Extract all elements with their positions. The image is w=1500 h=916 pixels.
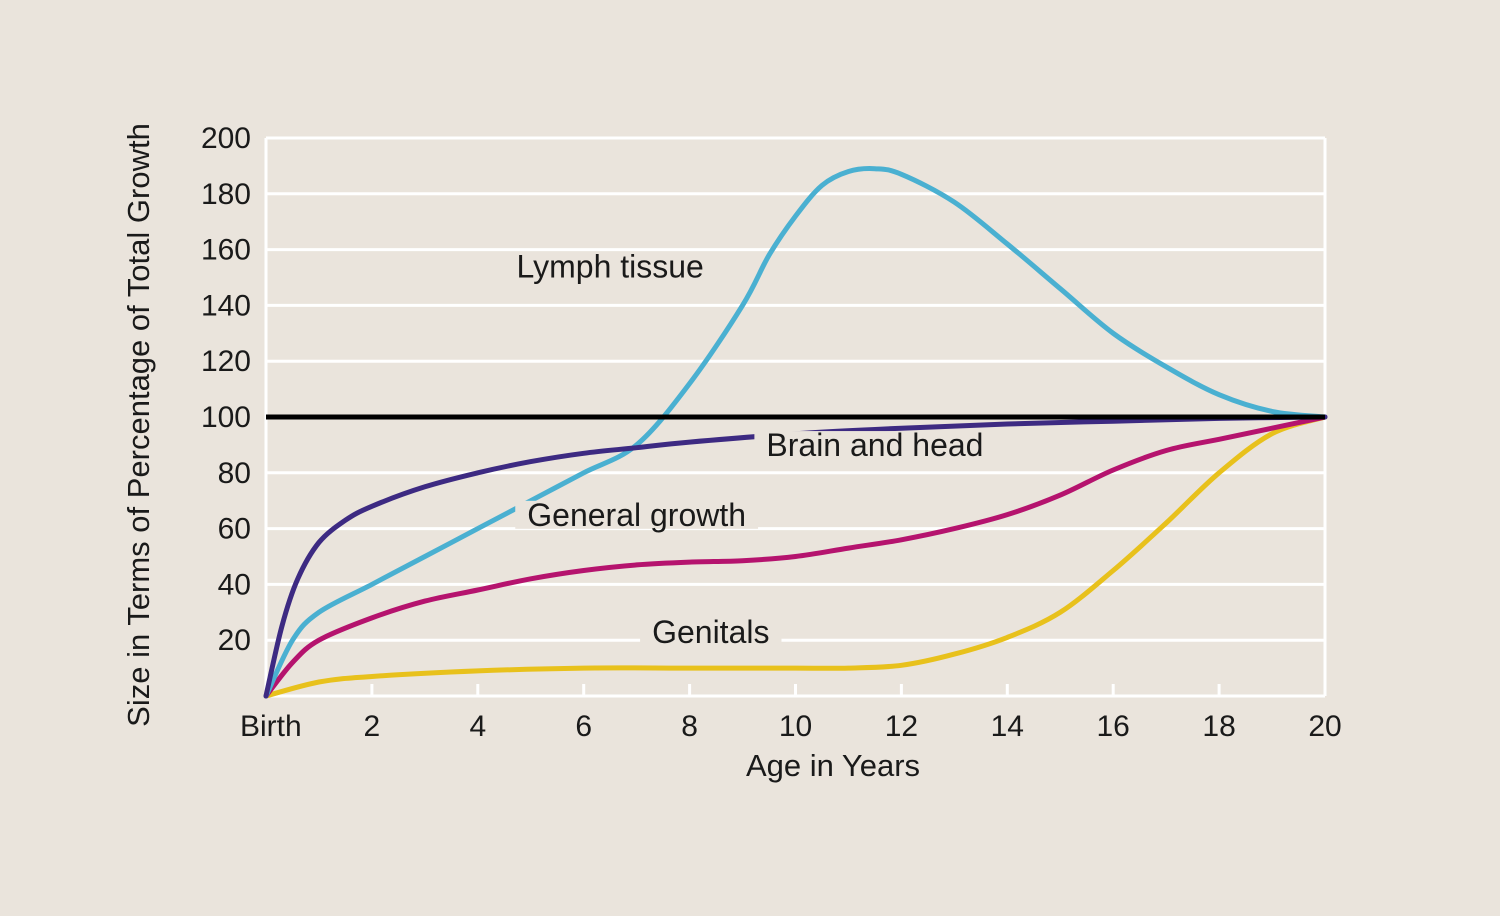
series-label-bg-brain [754,431,996,460]
series-label-bg-genitals [640,617,782,646]
series-label-bg-general [515,500,759,529]
series-label-layer: Lymph tissue Brain and head General growth… [504,249,996,650]
x-axis-title: Age in Years [746,748,920,783]
series-label-bg-lymph [504,252,716,281]
x-tick-label-Birth: Birth [240,710,302,743]
y-tick-label-120: 120 [201,345,251,378]
y-tick-label-100: 100 [201,401,251,434]
series-label-brain: Brain and head [766,427,983,463]
series-line-brain [263,414,1328,699]
x-tick-label-6: 6 [575,710,592,743]
x-tick-label-14: 14 [991,710,1024,743]
series-line-genitals [263,414,1328,699]
x-tick-label-8: 8 [681,710,698,743]
grid-layer [264,136,1327,698]
series-label-general: General growth [527,497,746,533]
y-tick-label-200: 200 [201,122,251,155]
x-tick-label-12: 12 [885,710,918,743]
series-label-genitals: Genitals [652,614,769,650]
y-tick-label-160: 160 [201,234,251,267]
x-tick-label-2: 2 [364,710,381,743]
y-tick-label-180: 180 [201,178,251,211]
series-line-lymph [263,166,1328,699]
x-tick-label-16: 16 [1097,710,1130,743]
x-tick-label-4: 4 [469,710,486,743]
series-label-lymph: Lymph tissue [517,249,704,285]
y-tick-label-60: 60 [218,513,251,546]
y-tick-label-140: 140 [201,289,251,322]
y-axis-title: Size in Terms of Percentage of Total Gro… [121,123,156,727]
y-tick-label-80: 80 [218,457,251,490]
x-tick-label-20: 20 [1308,710,1341,743]
series-line-general [263,414,1328,699]
x-tick-label-18: 18 [1202,710,1235,743]
y-tick-label-20: 20 [218,624,251,657]
y-tick-label-40: 40 [218,568,251,601]
x-tick-label-10: 10 [779,710,812,743]
series-layer [263,166,1328,699]
